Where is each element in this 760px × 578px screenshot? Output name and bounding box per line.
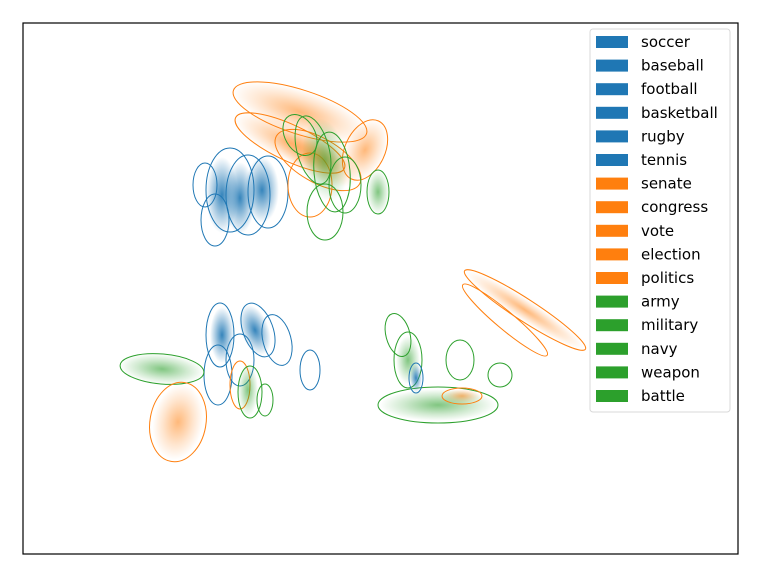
legend-swatch-rugby (596, 130, 628, 143)
legend-swatch-senate (596, 177, 628, 190)
legend-label-football: football (641, 80, 698, 98)
sports-density-fill (410, 364, 422, 392)
military-density-contour (487, 362, 513, 388)
military-density-contour (366, 169, 390, 215)
military-density-contour (294, 115, 332, 185)
sports-density-fill (210, 307, 234, 363)
military-density-fill (367, 170, 389, 214)
legend-swatch-election (596, 248, 628, 261)
legend-swatch-vote (596, 224, 628, 237)
military-density-fill (302, 118, 348, 202)
sports-density-contour (299, 349, 321, 391)
legend-swatch-congress (596, 201, 628, 214)
legend-label-navy: navy (641, 340, 678, 358)
legend-swatch-army (596, 295, 628, 308)
politics-density-contour (441, 387, 483, 405)
military-density-contour (445, 339, 475, 381)
politics-density-fill (466, 270, 584, 350)
sports-density-contour (205, 302, 235, 368)
military-density-contour (306, 183, 344, 241)
military-density-contour (377, 386, 499, 424)
politics-density-fill (342, 119, 388, 181)
legend-label-baseball: baseball (641, 57, 704, 75)
politics-density-contour (149, 381, 207, 463)
legend-label-tennis: tennis (641, 151, 687, 169)
sports-density-contour (192, 162, 218, 208)
military-density-fill (238, 364, 258, 416)
legend-swatch-military (596, 319, 628, 332)
politics-density-fill (152, 384, 204, 460)
legend-swatch-football (596, 83, 628, 96)
sports-density-contour (225, 154, 271, 236)
politics-density-contour (463, 269, 587, 351)
sports-density-contour (261, 314, 293, 366)
legend-swatch-basketball (596, 106, 628, 119)
legend-swatch-soccer (596, 36, 628, 48)
density-layer (119, 81, 587, 463)
legend-swatch-battle (596, 390, 628, 402)
military-density-contour (256, 383, 274, 417)
sports-density-contour (408, 362, 424, 394)
legend-swatch-navy (596, 342, 628, 355)
legend-label-senate: senate (641, 175, 692, 193)
military-density-contour (393, 331, 423, 389)
legend-label-election: election (641, 245, 701, 263)
military-density-contour (313, 131, 351, 213)
legend-swatch-baseball (596, 59, 628, 72)
sports-density-contour (203, 344, 233, 406)
legend: soccer baseball football basketball rugby ten… (589, 28, 731, 413)
military-density-contour (384, 313, 412, 357)
military-density-contour (237, 365, 263, 419)
legend-label-battle: battle (641, 387, 685, 405)
legend-label-vote: vote (641, 222, 674, 240)
legend-label-army: army (641, 293, 680, 311)
legend-label-congress: congress (641, 198, 708, 216)
politics-density-fill (444, 389, 480, 403)
legend-label-politics: politics (641, 269, 694, 287)
military-density-contour (119, 353, 205, 385)
legend-swatch-tennis (596, 154, 628, 166)
legend-label-military: military (641, 316, 698, 334)
legend-label-soccer: soccer (641, 33, 691, 51)
legend-frame (589, 28, 731, 413)
sports-density-contour (200, 193, 230, 247)
military-density-contour (282, 114, 318, 156)
sports-density-contour (205, 147, 255, 233)
politics-density-contour (341, 119, 389, 181)
politics-density-contour (461, 283, 549, 357)
sports-density-fill (245, 157, 279, 223)
legend-label-basketball: basketball (641, 104, 718, 122)
legend-swatch-politics (596, 272, 628, 284)
legend-label-rugby: rugby (641, 127, 685, 145)
legend-swatch-weapon (596, 366, 628, 379)
military-density-fill (120, 353, 204, 385)
legend-label-weapon: weapon (641, 363, 700, 381)
